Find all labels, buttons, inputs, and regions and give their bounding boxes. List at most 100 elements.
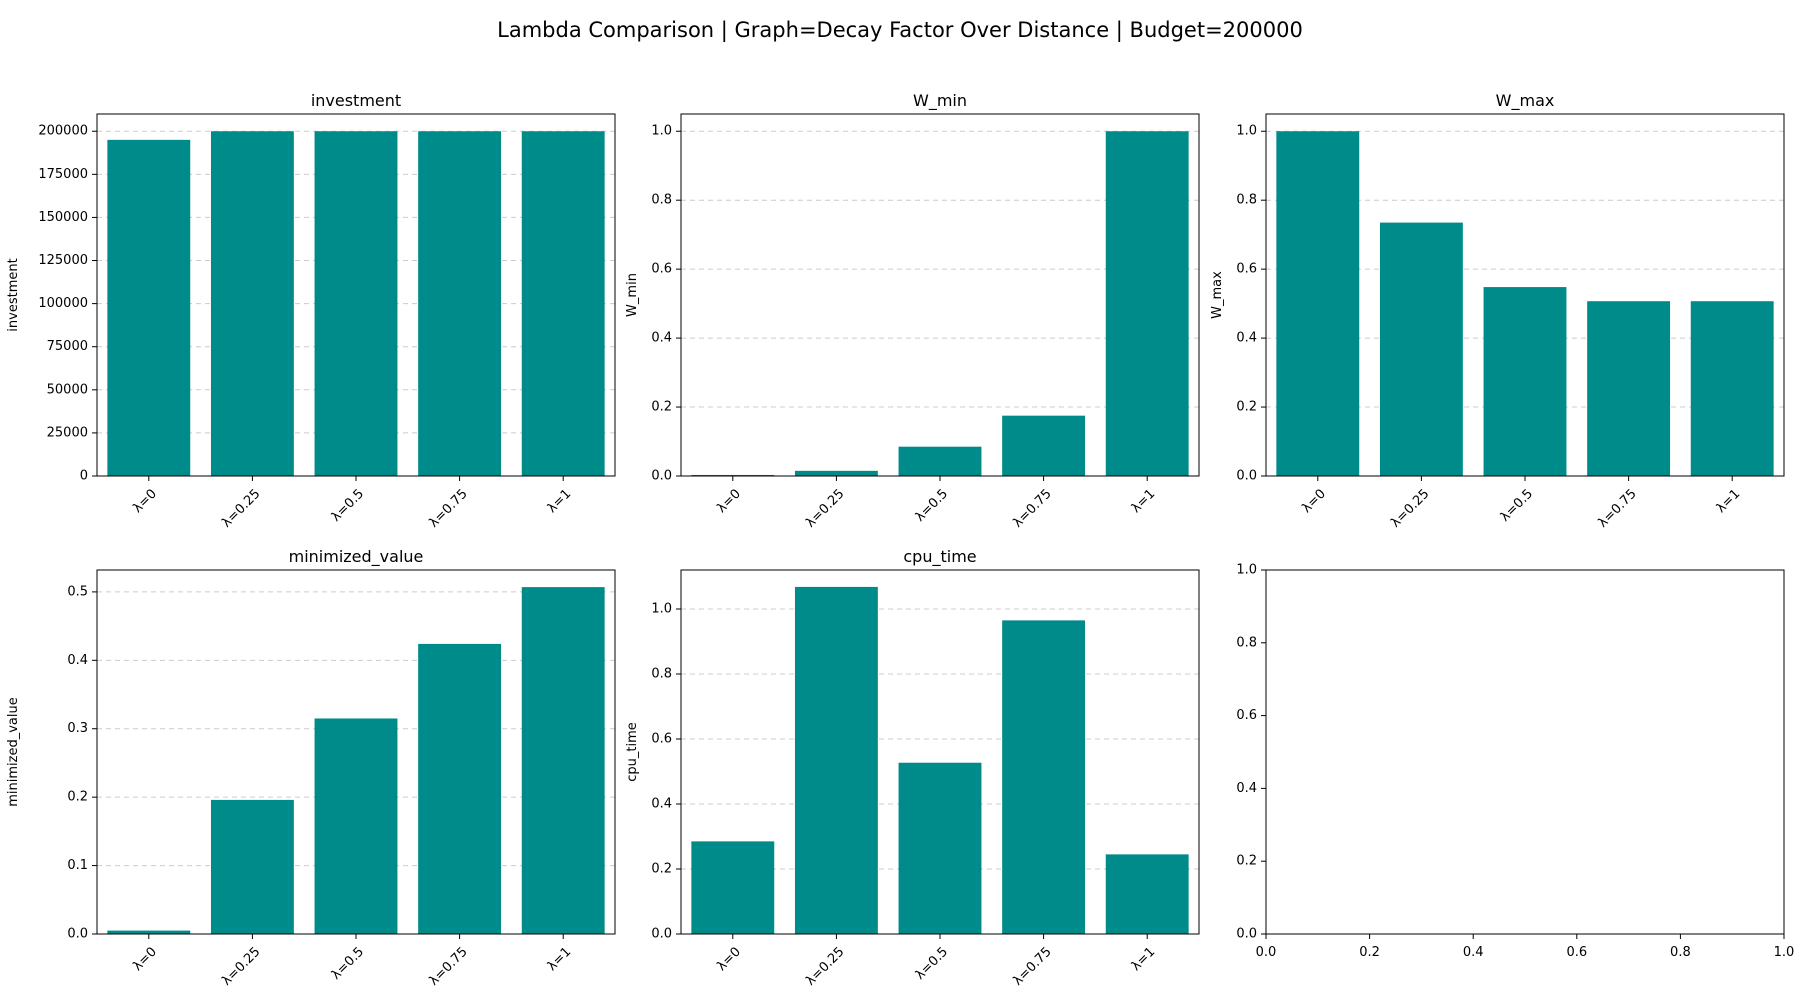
x-tick-label: λ=0.5	[329, 486, 367, 524]
x-tick-label: 0.8	[1670, 945, 1691, 960]
y-tick-label: 0.0	[1236, 927, 1257, 942]
x-tick-label: λ=0.75	[426, 486, 470, 530]
x-tick-label: λ=0.5	[329, 944, 367, 982]
y-tick-label: 0.5	[67, 584, 88, 599]
x-tick-label: λ=0.75	[1010, 486, 1054, 530]
x-tick-label: λ=0.25	[1388, 486, 1432, 530]
y-tick-label: 50000	[47, 382, 88, 397]
subplot-grid: λ=0 λ=0.25 λ=0.5 λ=0.75 λ=1 0 25000 50000 75000 1…	[6, 91, 1794, 989]
y-tick-label: 0.4	[1236, 331, 1257, 346]
subplot-title: cpu_time	[903, 547, 976, 567]
y-tick-label: 0.2	[651, 400, 672, 415]
y-tick-label: 125000	[38, 253, 88, 268]
y-tick-label: 0.1	[67, 858, 88, 873]
y-tick-label: 0.2	[1236, 400, 1257, 415]
bar	[314, 718, 398, 934]
x-tick-label: λ=0.25	[219, 486, 263, 530]
y-tick-label: 150000	[38, 210, 88, 225]
y-tick-label: 0.4	[67, 653, 88, 668]
y-tick-label: 100000	[38, 296, 88, 311]
y-tick-label: 0.6	[1236, 708, 1257, 723]
x-tick-label: λ=0	[130, 486, 160, 516]
bar	[1002, 415, 1086, 476]
y-tick-label: 175000	[38, 167, 88, 182]
y-axis-label: W_max	[1210, 271, 1225, 319]
x-tick-label: λ=0.5	[913, 486, 951, 524]
x-tick-label: λ=0	[714, 944, 744, 974]
x-tick-label: λ=0.25	[219, 944, 263, 988]
x-tick-label: λ=0	[1299, 486, 1329, 516]
y-tick-label: 0.0	[67, 927, 88, 942]
y-tick-label: 0.4	[651, 797, 672, 812]
x-tick-label: 0.2	[1359, 945, 1380, 960]
bar	[107, 139, 191, 476]
axes-frame	[96, 113, 616, 477]
x-tick-label: λ=1	[545, 486, 575, 516]
y-tick-label: 0.3	[67, 721, 88, 736]
bar	[314, 131, 398, 476]
bar	[1276, 131, 1360, 476]
y-tick-label: 0.6	[1236, 262, 1257, 277]
bar	[898, 762, 982, 934]
bar	[1690, 301, 1774, 476]
x-tick-label: λ=0	[130, 944, 160, 974]
y-axis-label: investment	[6, 258, 21, 331]
subplot-6: 0.0 0.2 0.4 0.6 0.8 1.0 0.0 0.2 0.4 0.6 0.8 1.0	[1236, 563, 1794, 961]
figure-title: Lambda Comparison | Graph=Decay Factor O…	[497, 18, 1303, 43]
x-tick-label: λ=0.75	[426, 944, 470, 988]
y-tick-label: 75000	[47, 339, 88, 354]
y-axis-label: minimized_value	[6, 697, 21, 806]
x-tick-label: λ=1	[1129, 944, 1159, 974]
bar	[521, 131, 605, 476]
bar	[898, 446, 982, 476]
bar	[1587, 301, 1671, 476]
y-tick-label: 0.8	[651, 667, 672, 682]
y-tick-label: 0.6	[651, 262, 672, 277]
bar	[418, 643, 502, 934]
y-tick-label: 0.8	[1236, 635, 1257, 650]
y-tick-label: 0.0	[651, 927, 672, 942]
x-tick-label: λ=0.5	[913, 944, 951, 982]
bar	[1105, 854, 1189, 934]
subplot-5: λ=0 λ=0.25 λ=0.5 λ=0.75 λ=1 0.0 0.2 0.4 0.6 0.8 1.…	[625, 547, 1200, 989]
x-tick-label: 0.0	[1256, 945, 1277, 960]
y-tick-label: 0.2	[651, 862, 672, 877]
x-tick-label: λ=0.25	[803, 486, 847, 530]
y-tick-label: 0	[80, 469, 88, 484]
bar	[691, 474, 775, 476]
axes-frame	[1265, 113, 1785, 477]
bar	[1483, 287, 1567, 476]
x-tick-label: λ=0	[714, 486, 744, 516]
bar	[794, 586, 878, 934]
y-tick-label: 0.0	[651, 469, 672, 484]
subplot-title: W_max	[1496, 91, 1555, 111]
bar	[1002, 620, 1086, 934]
bar	[418, 131, 502, 476]
x-tick-label: 0.4	[1463, 945, 1484, 960]
bar	[1379, 222, 1463, 476]
bar	[1105, 131, 1189, 476]
axes-frame	[680, 569, 1200, 935]
x-tick-label: λ=0.75	[1595, 486, 1639, 530]
subplot-4: λ=0 λ=0.25 λ=0.5 λ=0.75 λ=1 0.0 0.1 0.2 0.3 0.4 0.…	[6, 547, 616, 989]
y-axis-label: W_min	[625, 273, 640, 317]
y-tick-label: 1.0	[1236, 563, 1257, 578]
y-tick-label: 200000	[38, 124, 88, 139]
y-tick-label: 0.4	[1236, 781, 1257, 796]
bar	[794, 470, 878, 476]
axes-frame	[680, 113, 1200, 477]
y-tick-label: 1.0	[651, 602, 672, 617]
y-tick-label: 1.0	[651, 124, 672, 139]
bar	[210, 799, 294, 934]
x-tick-label: λ=1	[1129, 486, 1159, 516]
axes-frame	[96, 569, 616, 935]
x-tick-label: 1.0	[1774, 945, 1795, 960]
x-tick-label: λ=0.5	[1498, 486, 1536, 524]
subplot-2: λ=0 λ=0.25 λ=0.5 λ=0.75 λ=1 0.0 0.2 0.4 0.6 0.8 1.…	[625, 91, 1200, 531]
x-tick-label: λ=0.25	[803, 944, 847, 988]
bar	[107, 930, 191, 934]
x-tick-label: λ=1	[1714, 486, 1744, 516]
y-tick-label: 0.0	[1236, 469, 1257, 484]
subplot-title: investment	[311, 91, 401, 110]
